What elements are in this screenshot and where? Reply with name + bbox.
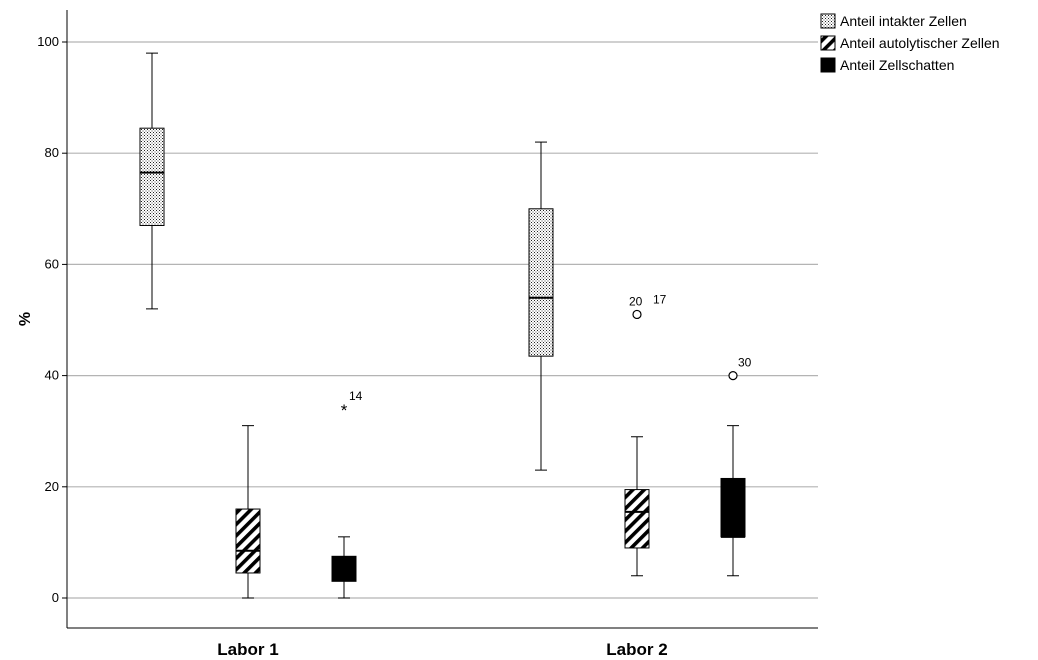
outlier-marker — [728, 371, 738, 381]
y-axis-label: % — [17, 312, 34, 326]
y-tick-label: 80 — [45, 145, 59, 160]
box-plot — [139, 52, 165, 310]
legend-swatch — [820, 57, 836, 73]
legend-item: Anteil intakter Zellen — [820, 13, 967, 29]
y-tick-label: 40 — [45, 368, 59, 383]
legend-label: Anteil autolytischer Zellen — [840, 35, 1000, 51]
outlier-label: 17 — [653, 292, 667, 306]
outlier-label: 30 — [738, 356, 752, 370]
box-iqr — [528, 208, 554, 357]
y-tick-label: 20 — [45, 479, 59, 494]
legend-label: Anteil Zellschatten — [840, 57, 954, 73]
box-plot — [235, 425, 261, 599]
box-plot: *14 — [331, 389, 363, 599]
box-plot: 30 — [720, 356, 752, 577]
box-plot — [528, 141, 554, 471]
legend-label: Anteil intakter Zellen — [840, 13, 967, 29]
box-iqr — [720, 477, 746, 538]
outlier-label: 20 — [629, 294, 643, 308]
legend-swatch — [820, 13, 836, 29]
outlier-marker — [632, 309, 642, 320]
outlier-label: 14 — [349, 389, 363, 403]
legend: Anteil intakter Zellen Anteil autolytisch… — [820, 13, 1000, 73]
gridlines — [67, 41, 818, 599]
box-iqr — [624, 489, 650, 549]
legend-item: Anteil Zellschatten — [820, 57, 954, 73]
y-tick-label: 60 — [45, 256, 59, 271]
box-iqr — [139, 127, 165, 226]
y-tick-label: 0 — [52, 590, 59, 605]
axes: 0 20 40 60 80 100% Labor 1 Labor 2 — [17, 10, 818, 659]
extreme-marker: * — [341, 401, 348, 420]
y-tick-label: 100 — [37, 34, 59, 49]
x-category-label: Labor 2 — [606, 640, 667, 659]
box-plot: 20 17 — [624, 292, 667, 577]
legend-item: Anteil autolytischer Zellen — [820, 35, 1000, 51]
box-iqr — [235, 508, 261, 574]
x-category-label: Labor 1 — [217, 640, 278, 659]
box-iqr — [331, 555, 357, 582]
legend-swatch — [820, 35, 836, 51]
